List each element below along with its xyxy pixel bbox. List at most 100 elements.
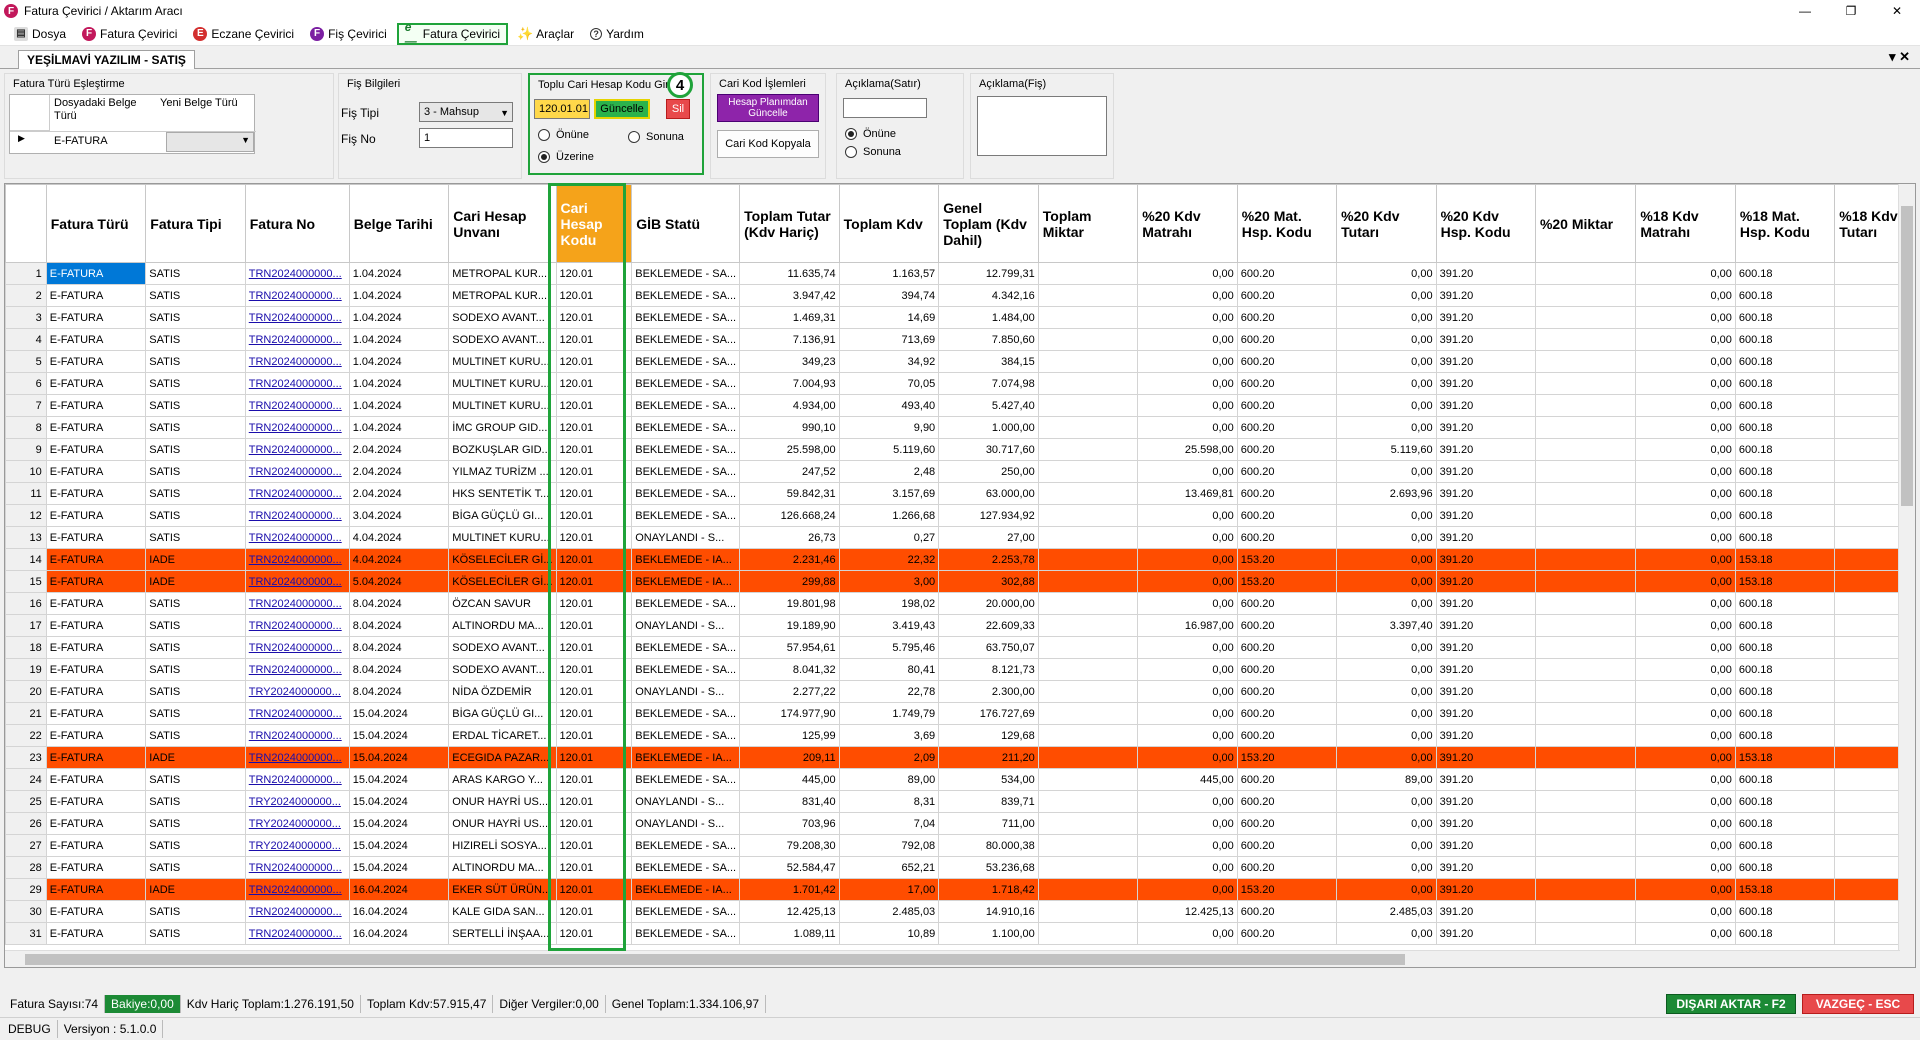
- column-header[interactable]: Cari Hesap Kodu: [555, 184, 633, 263]
- table-row[interactable]: 4 E-FATURA SATIS TRN2024000000... 1.04.2024 S…: [5, 328, 1915, 351]
- table-row[interactable]: 22 E-FATURA SATIS TRN2024000000... 15.04.202…: [5, 724, 1915, 747]
- menu-yardim[interactable]: ? Yardım: [584, 23, 650, 45]
- tab-close-icon[interactable]: ▾ ✕: [1888, 49, 1910, 64]
- table-cell[interactable]: TRN2024000000...: [244, 548, 350, 571]
- column-header[interactable]: Fatura Türü: [45, 184, 147, 263]
- table-cell[interactable]: TRN2024000000...: [244, 856, 350, 879]
- radio-sonuna[interactable]: Sonuna: [628, 131, 684, 143]
- table-cell[interactable]: TRN2024000000...: [244, 592, 350, 615]
- toplu-cari-input[interactable]: 120.01.01: [534, 99, 590, 119]
- table-row[interactable]: 15 E-FATURA IADE TRN2024000000... 5.04.2024 K…: [5, 570, 1915, 593]
- table-cell[interactable]: TRY2024000000...: [244, 680, 350, 703]
- table-cell[interactable]: TRN2024000000...: [244, 702, 350, 725]
- table-row[interactable]: 30 E-FATURA SATIS TRN2024000000... 16.04.202…: [5, 900, 1915, 923]
- table-row[interactable]: 10 E-FATURA SATIS TRN2024000000... 2.04.2024…: [5, 460, 1915, 483]
- table-row[interactable]: 27 E-FATURA SATIS TRY2024000000... 15.04.202…: [5, 834, 1915, 857]
- fis-no-input[interactable]: 1: [419, 128, 513, 148]
- hesap-plani-guncelle-button[interactable]: Hesap Planımdan Güncelle: [717, 94, 819, 122]
- table-cell[interactable]: TRN2024000000...: [244, 372, 350, 395]
- table-row[interactable]: 16 E-FATURA SATIS TRN2024000000... 8.04.2024…: [5, 592, 1915, 615]
- table-cell[interactable]: TRN2024000000...: [244, 724, 350, 747]
- guncelle-button[interactable]: Güncelle: [594, 99, 650, 119]
- table-row[interactable]: 19 E-FATURA SATIS TRN2024000000... 8.04.2024…: [5, 658, 1915, 681]
- table-row[interactable]: 9 E-FATURA SATIS TRN2024000000... 2.04.2024 B…: [5, 438, 1915, 461]
- menu-dosya[interactable]: ▤ Dosya: [8, 23, 72, 45]
- table-cell[interactable]: TRN2024000000...: [244, 922, 350, 945]
- column-header[interactable]: Fatura Tipi: [145, 184, 246, 263]
- column-header[interactable]: Belge Tarihi: [348, 184, 450, 263]
- column-header[interactable]: %20 Kdv Tutarı: [1336, 184, 1437, 263]
- column-header[interactable]: %18 Kdv Matrahı: [1635, 184, 1736, 263]
- table-cell[interactable]: TRN2024000000...: [244, 394, 350, 417]
- table-row[interactable]: 12 E-FATURA SATIS TRN2024000000... 3.04.2024…: [5, 504, 1915, 527]
- table-cell[interactable]: TRN2024000000...: [244, 878, 350, 901]
- column-header[interactable]: Toplam Kdv: [838, 184, 940, 263]
- table-cell[interactable]: TRN2024000000...: [244, 658, 350, 681]
- scroll-thumb[interactable]: [1901, 206, 1913, 506]
- table-cell[interactable]: TRN2024000000...: [244, 570, 350, 593]
- table-row[interactable]: 3 E-FATURA SATIS TRN2024000000... 1.04.2024 S…: [5, 306, 1915, 329]
- table-row[interactable]: 8 E-FATURA SATIS TRN2024000000... 1.04.2024 İ…: [5, 416, 1915, 439]
- table-cell[interactable]: TRN2024000000...: [244, 284, 350, 307]
- table-row[interactable]: 24 E-FATURA SATIS TRN2024000000... 15.04.202…: [5, 768, 1915, 791]
- table-cell[interactable]: TRN2024000000...: [244, 746, 350, 769]
- table-cell[interactable]: TRY2024000000...: [244, 790, 350, 813]
- table-row[interactable]: 28 E-FATURA SATIS TRN2024000000... 15.04.202…: [5, 856, 1915, 879]
- table-cell[interactable]: TRN2024000000...: [244, 328, 350, 351]
- menu-fis-cevirici[interactable]: F Fiş Çevirici: [304, 23, 393, 45]
- column-header[interactable]: %18 Mat. Hsp. Kodu: [1734, 184, 1836, 263]
- table-row[interactable]: 26 E-FATURA SATIS TRY2024000000... 15.04.202…: [5, 812, 1915, 835]
- column-header[interactable]: %20 Miktar: [1534, 184, 1637, 263]
- radio-onune[interactable]: Önüne: [538, 129, 589, 141]
- maximize-button[interactable]: ❐: [1845, 4, 1857, 18]
- fis-tipi-select[interactable]: 3 - Mahsup ▼: [419, 102, 513, 122]
- column-header[interactable]: %20 Mat. Hsp. Kodu: [1236, 184, 1338, 263]
- cari-kod-kopyala-button[interactable]: Cari Kod Kopyala: [717, 130, 819, 158]
- menu-araclar[interactable]: ✨ Araçlar: [517, 25, 575, 41]
- radio-satir-sonuna[interactable]: Sonuna: [845, 146, 901, 158]
- table-row[interactable]: 29 E-FATURA IADE TRN2024000000... 16.04.2024…: [5, 878, 1915, 901]
- minimize-button[interactable]: —: [1799, 4, 1811, 18]
- column-header[interactable]: Fatura No: [244, 184, 350, 263]
- table-cell[interactable]: TRN2024000000...: [244, 438, 350, 461]
- table-cell[interactable]: TRN2024000000...: [244, 636, 350, 659]
- yeni-belge-dropdown[interactable]: ▼: [166, 132, 254, 152]
- disari-aktar-button[interactable]: DIŞARI AKTAR - F2: [1666, 994, 1796, 1014]
- horizontal-scrollbar[interactable]: [5, 950, 1900, 967]
- aciklama-satir-input[interactable]: [843, 98, 927, 118]
- sil-button[interactable]: Sil: [666, 99, 690, 119]
- menu-eczane-cevirici[interactable]: E Eczane Çevirici: [187, 23, 300, 45]
- table-cell[interactable]: TRN2024000000...: [244, 306, 350, 329]
- table-row[interactable]: 14 E-FATURA IADE TRN2024000000... 4.04.2024 K…: [5, 548, 1915, 571]
- table-cell[interactable]: TRN2024000000...: [244, 416, 350, 439]
- table-cell[interactable]: TRN2024000000...: [244, 900, 350, 923]
- radio-uzerine[interactable]: Üzerine: [538, 151, 594, 163]
- vazgec-button[interactable]: VAZGEÇ - ESC: [1802, 994, 1914, 1014]
- table-row[interactable]: 2 E-FATURA SATIS TRN2024000000... 1.04.2024 M…: [5, 284, 1915, 307]
- table-row[interactable]: 23 E-FATURA IADE TRN2024000000... 15.04.2024…: [5, 746, 1915, 769]
- table-row[interactable]: 1 E-FATURA SATIS TRN2024000000... 1.04.2024 M…: [5, 262, 1915, 285]
- column-header[interactable]: Genel Toplam (Kdv Dahil): [938, 184, 1039, 263]
- table-cell[interactable]: TRN2024000000...: [244, 504, 350, 527]
- table-cell[interactable]: TRN2024000000...: [244, 614, 350, 637]
- table-cell[interactable]: TRN2024000000...: [244, 262, 350, 285]
- table-row[interactable]: 17 E-FATURA SATIS TRN2024000000... 8.04.2024…: [5, 614, 1915, 637]
- table-cell[interactable]: TRN2024000000...: [244, 768, 350, 791]
- table-row[interactable]: 31 E-FATURA SATIS TRN2024000000... 16.04.202…: [5, 922, 1915, 945]
- close-window-button[interactable]: ✕: [1891, 4, 1903, 18]
- table-row[interactable]: 6 E-FATURA SATIS TRN2024000000... 1.04.2024 M…: [5, 372, 1915, 395]
- table-row[interactable]: 20 E-FATURA SATIS TRY2024000000... 8.04.2024…: [5, 680, 1915, 703]
- aciklama-fis-textarea[interactable]: [977, 96, 1107, 156]
- table-cell[interactable]: TRY2024000000...: [244, 834, 350, 857]
- table-row[interactable]: 13 E-FATURA SATIS TRN2024000000... 4.04.2024…: [5, 526, 1915, 549]
- table-cell[interactable]: TRN2024000000...: [244, 482, 350, 505]
- table-cell[interactable]: TRN2024000000...: [244, 350, 350, 373]
- table-cell[interactable]: TRN2024000000...: [244, 526, 350, 549]
- table-row[interactable]: 5 E-FATURA SATIS TRN2024000000... 1.04.2024 M…: [5, 350, 1915, 373]
- table-row[interactable]: 25 E-FATURA SATIS TRY2024000000... 15.04.202…: [5, 790, 1915, 813]
- table-cell[interactable]: TRN2024000000...: [244, 460, 350, 483]
- menu-efatura-cevirici[interactable]: e— Fatura Çevirici: [396, 20, 509, 48]
- table-row[interactable]: 7 E-FATURA SATIS TRN2024000000... 1.04.2024 M…: [5, 394, 1915, 417]
- tab-yesilmavi-satis[interactable]: YEŞİLMAVİ YAZILIM - SATIŞ: [18, 50, 195, 70]
- table-row[interactable]: 11 E-FATURA SATIS TRN2024000000... 2.04.2024…: [5, 482, 1915, 505]
